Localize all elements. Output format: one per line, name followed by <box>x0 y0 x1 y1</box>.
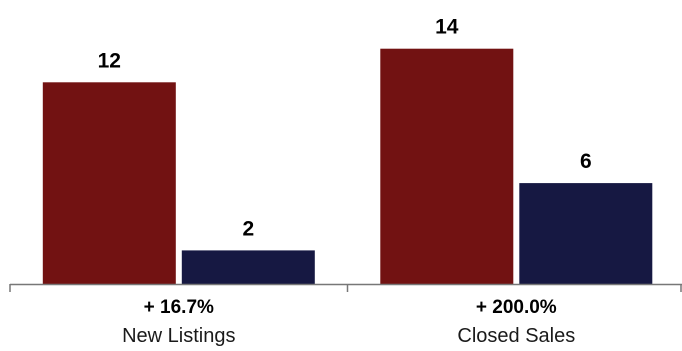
category-labels-layer: + 16.7% New Listings + 200.0% Closed Sales <box>122 297 575 347</box>
category-label: New Listings <box>122 325 235 347</box>
data-label: 14 <box>435 16 459 39</box>
bar-new-listings-1 <box>42 82 176 284</box>
value-labels-layer: 12 2 14 6 <box>98 16 592 241</box>
bar-closed-sales-2 <box>519 183 653 284</box>
x-axis <box>9 283 682 292</box>
percent-change-label: + 200.0% <box>476 297 557 318</box>
percent-change-label: + 16.7% <box>144 297 214 318</box>
data-label: 2 <box>242 217 254 240</box>
bars-layer <box>42 48 653 285</box>
bar-closed-sales-1 <box>380 48 514 285</box>
data-label: 12 <box>98 49 121 72</box>
data-label: 6 <box>580 150 592 173</box>
bar-new-listings-2 <box>181 250 315 284</box>
category-label: Closed Sales <box>457 325 575 347</box>
